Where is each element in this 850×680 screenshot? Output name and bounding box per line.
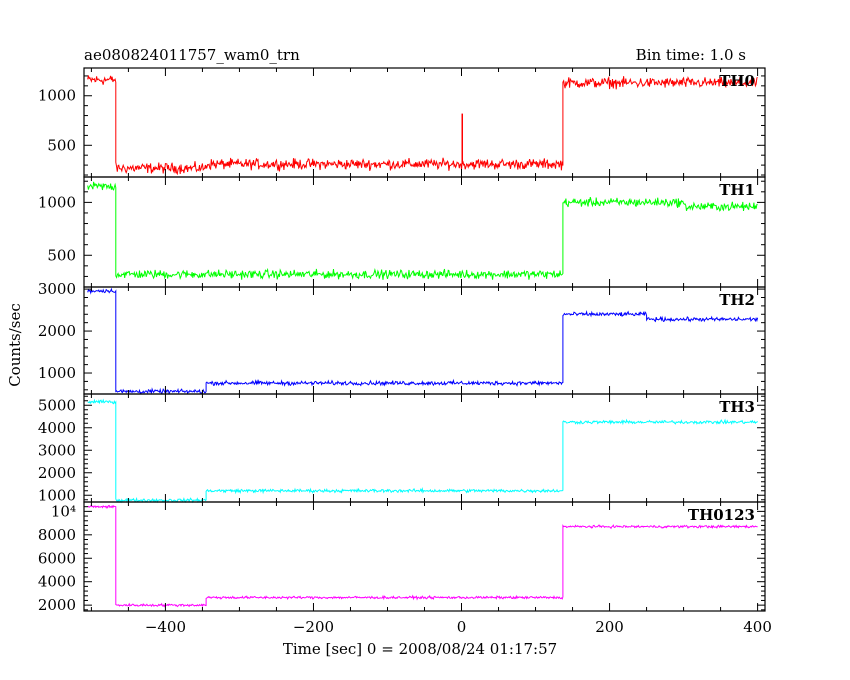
x-tick-label: −200: [293, 618, 334, 636]
y-tick-label-th3: 2000: [38, 464, 76, 482]
y-tick-label-th3: 5000: [38, 396, 76, 414]
x-tick-label: 400: [743, 618, 772, 636]
panels: 5001000TH05001000TH1100020003000TH210002…: [38, 67, 766, 614]
panel-label-th1: TH1: [719, 181, 755, 199]
x-tick-label: 200: [595, 618, 624, 636]
x-tick-label: −400: [145, 618, 186, 636]
series-line-th1: [87, 181, 758, 280]
y-tick-label-th2: 2000: [38, 322, 76, 340]
y-tick-label-th1: 500: [47, 246, 76, 264]
chart-title: ae080824011757_wam0_trn: [84, 46, 300, 64]
panel-th3: 1000 2000 3000 4000 5000 TH3: [38, 393, 766, 504]
series-line-th3: [87, 398, 758, 504]
y-tick-label-th2: 3000: [38, 280, 76, 298]
y-tick-label-th0123: 2000: [38, 596, 76, 614]
panel-th1: 500 1000 TH1: [38, 176, 766, 288]
x-tick-label: 0: [457, 618, 467, 636]
y-tick-label-th3: 3000: [38, 441, 76, 459]
y-tick-label-th0123: 4000: [38, 573, 76, 591]
panel-label-th0123: TH0123: [688, 506, 755, 524]
y-tick-label-th1: 1000: [38, 193, 76, 211]
y-tick-label-th0123: 10⁴: [51, 502, 76, 520]
x-axis: −400 −200 0 200 400: [145, 618, 772, 636]
panel-label-th2: TH2: [719, 291, 755, 309]
bin-time-label: Bin time: 1.0 s: [636, 46, 746, 64]
y-tick-label-th0123: 6000: [38, 549, 76, 567]
series-line-th2: [87, 287, 759, 395]
x-axis-title: Time [sec] 0 = 2008/08/24 01:17:57: [283, 640, 557, 658]
panel-th0123: 2000 4000 6000 8000 10⁴ TH0123: [38, 501, 766, 614]
y-tick-label-th3: 4000: [38, 419, 76, 437]
y-tick-label-th0123: 8000: [38, 526, 76, 544]
series-line-th0123: [87, 504, 758, 608]
y-tick-label-th0: 500: [47, 136, 76, 154]
y-axis-title: Counts/sec: [6, 303, 24, 387]
series-line-th0: [87, 75, 758, 176]
y-tick-label-th3: 1000: [38, 486, 76, 504]
panel-label-th0: TH0: [719, 72, 755, 90]
panel-label-th3: TH3: [719, 398, 755, 416]
y-tick-label-th2: 1000: [38, 364, 76, 382]
y-tick-label-th0: 1000: [38, 87, 76, 105]
